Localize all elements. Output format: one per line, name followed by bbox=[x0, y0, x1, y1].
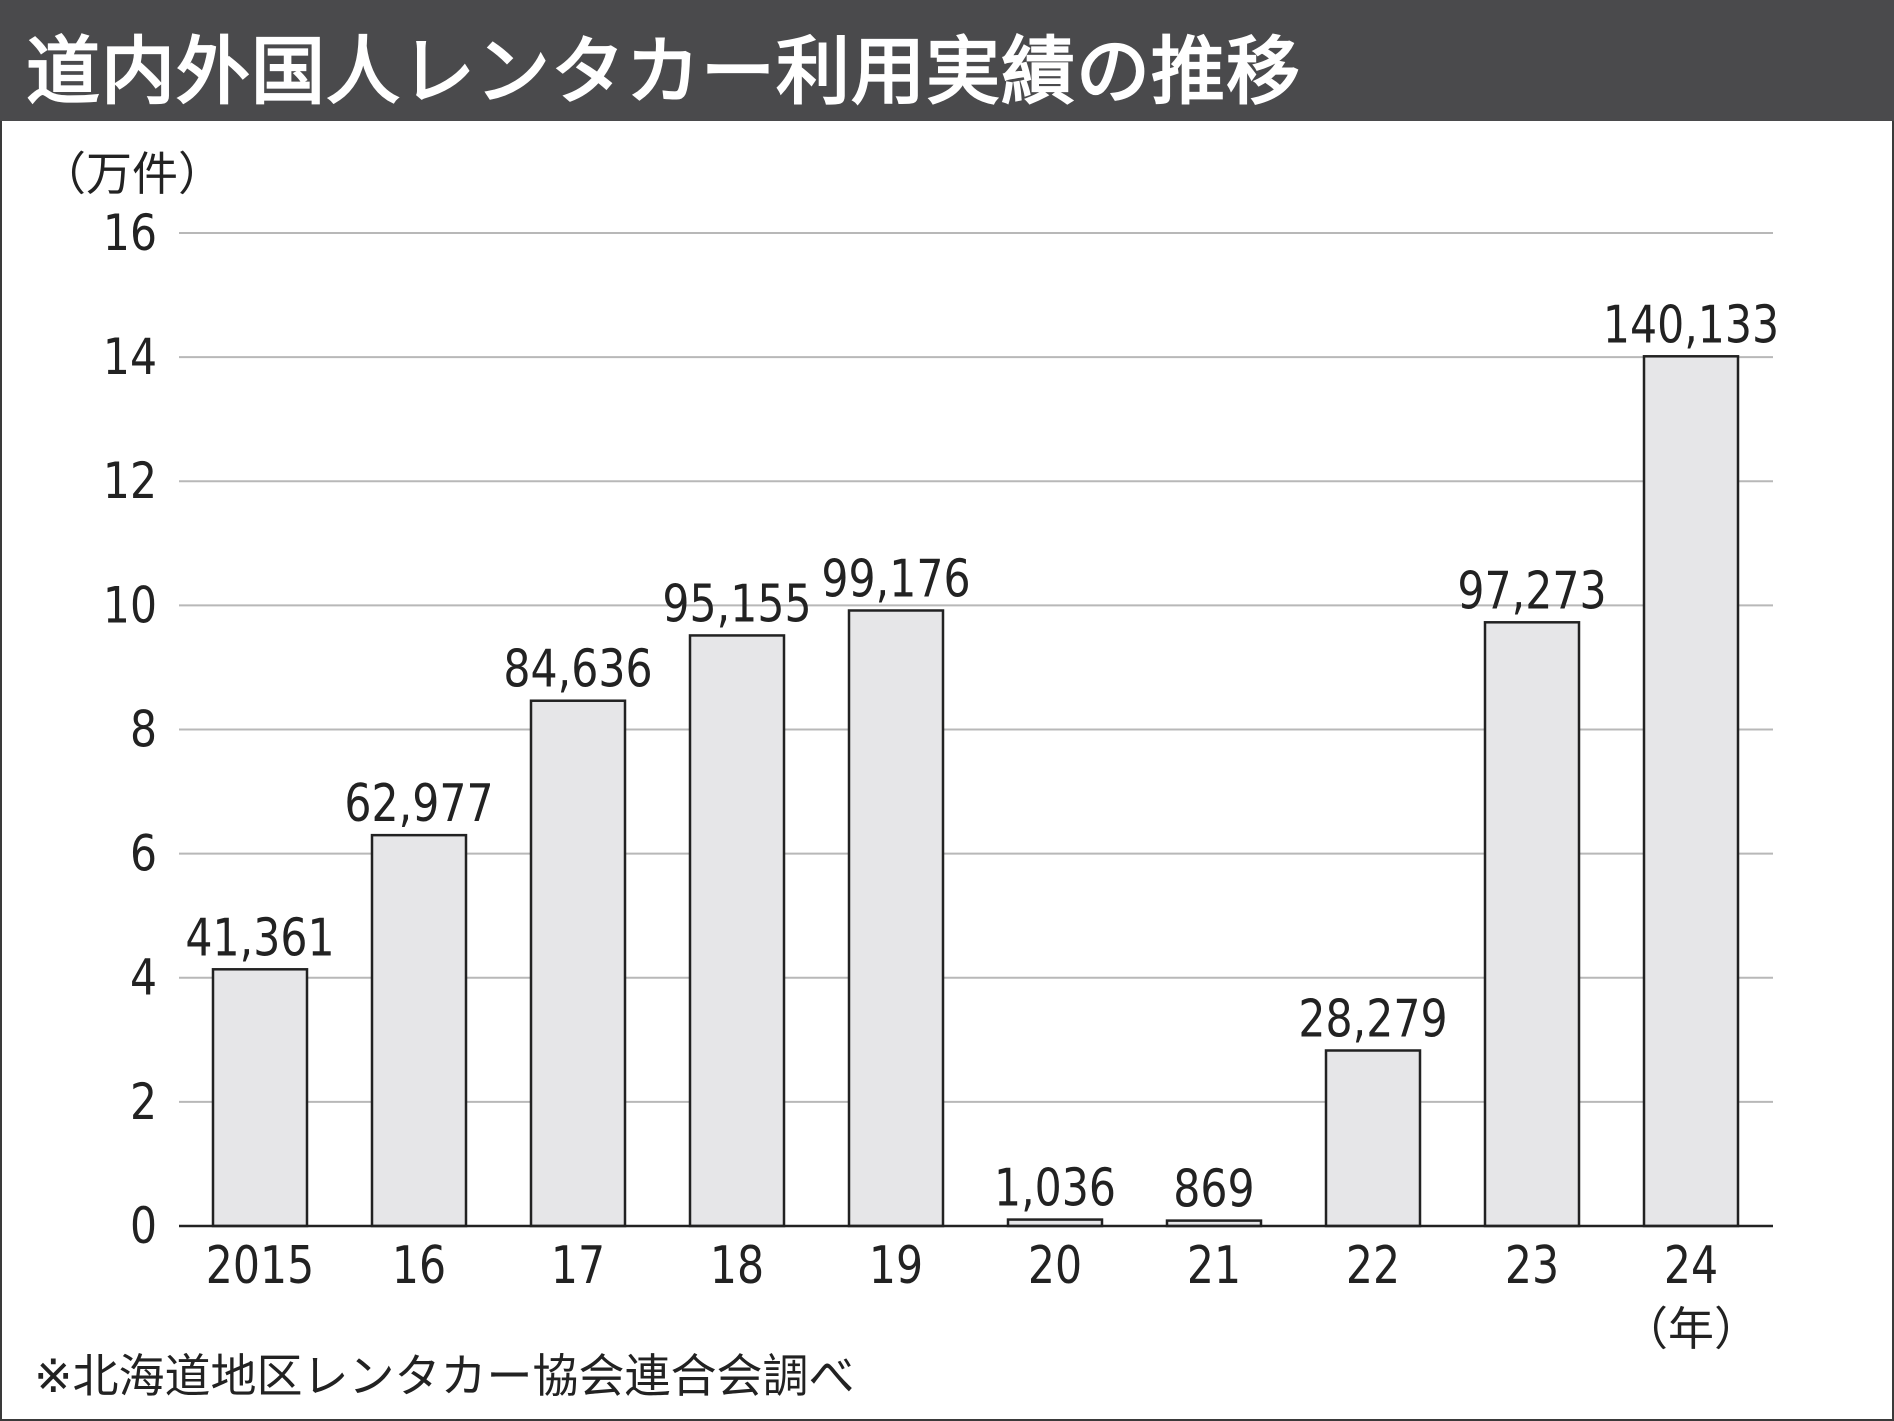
source-note: ※北海道地区レンタカー協会連合会調べ bbox=[34, 1349, 855, 1403]
bar-19 bbox=[847, 609, 945, 1228]
y-tick-label: 14 bbox=[103, 328, 157, 386]
x-axis-unit: （年） bbox=[1622, 1302, 1760, 1356]
x-tick-label: 21 bbox=[1187, 1236, 1241, 1296]
data-label: 99,176 bbox=[821, 549, 970, 609]
y-tick-label: 0 bbox=[130, 1197, 157, 1255]
x-tick-label: 24 bbox=[1664, 1236, 1718, 1296]
data-label: 28,279 bbox=[1298, 989, 1447, 1049]
x-tick-label: 16 bbox=[392, 1236, 446, 1296]
y-tick-label: 10 bbox=[103, 576, 157, 634]
y-tick-label: 6 bbox=[130, 824, 157, 882]
bar-24 bbox=[1642, 355, 1740, 1228]
x-tick-label: 19 bbox=[869, 1236, 923, 1296]
bar-16 bbox=[370, 833, 468, 1228]
data-label: 97,273 bbox=[1457, 561, 1606, 621]
data-label: 95,155 bbox=[662, 574, 811, 634]
x-tick-label: 2015 bbox=[206, 1236, 315, 1296]
data-label: 1,036 bbox=[994, 1159, 1116, 1219]
data-label: 41,361 bbox=[185, 908, 334, 968]
bar-22 bbox=[1324, 1049, 1422, 1228]
bar-18 bbox=[688, 634, 786, 1228]
data-label: 869 bbox=[1173, 1160, 1254, 1220]
y-tick-label: 8 bbox=[130, 700, 157, 758]
title-bar: 道内外国人レンタカー利用実績の推移 bbox=[0, 0, 1894, 121]
y-tick-label: 12 bbox=[103, 452, 157, 510]
bar-17 bbox=[529, 699, 627, 1228]
y-axis-unit: （万件） bbox=[40, 147, 224, 201]
data-label: 84,636 bbox=[503, 640, 652, 700]
bar-2015 bbox=[211, 968, 309, 1228]
data-label: 140,133 bbox=[1603, 295, 1779, 355]
x-tick-label: 20 bbox=[1028, 1236, 1082, 1296]
y-tick-label: 4 bbox=[130, 948, 157, 1006]
x-tick-label: 22 bbox=[1346, 1236, 1400, 1296]
y-tick-label: 16 bbox=[103, 204, 157, 262]
data-label: 62,977 bbox=[344, 774, 493, 834]
x-tick-label: 23 bbox=[1505, 1236, 1559, 1296]
x-tick-label: 17 bbox=[551, 1236, 605, 1296]
chart-title: 道内外国人レンタカー利用実績の推移 bbox=[26, 29, 1301, 115]
y-tick-label: 2 bbox=[130, 1073, 157, 1131]
x-tick-label: 18 bbox=[710, 1236, 764, 1296]
bar-23 bbox=[1483, 621, 1581, 1228]
